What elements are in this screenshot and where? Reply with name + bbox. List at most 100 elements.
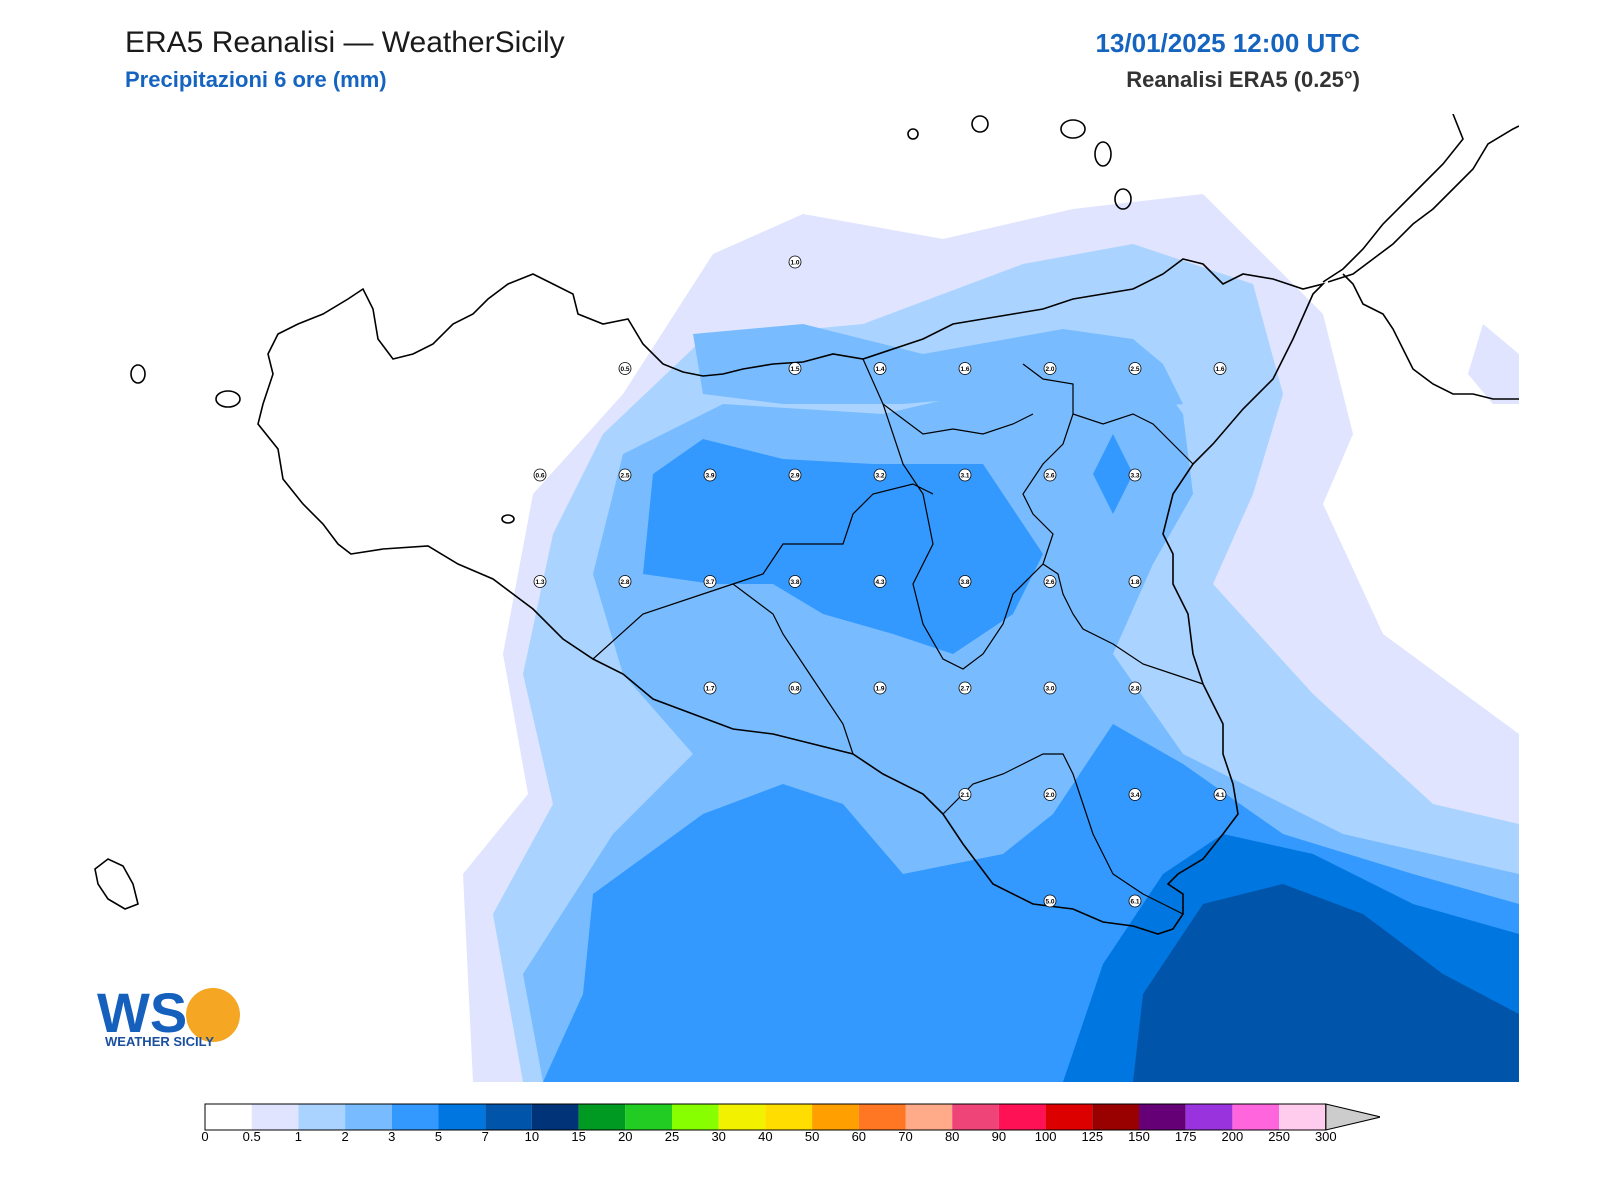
colorbar-swatch [858, 1104, 906, 1130]
grid-value-marker [1128, 362, 1142, 375]
grid-value-label: 2.1 [958, 788, 972, 801]
grid-value-marker [533, 575, 547, 588]
grid-value-marker [1128, 575, 1142, 588]
map-title: ERA5 Reanalisi — WeatherSicily [125, 26, 565, 59]
colorbar-tick-label: 5 [435, 1129, 442, 1142]
grid-value-label: 2.6 [1043, 468, 1057, 482]
grid-value-label: 3.2 [873, 468, 887, 482]
grid-value-marker [1128, 788, 1142, 801]
grid-value-label: 3.1 [958, 468, 972, 482]
border-5 [1042, 563, 1204, 685]
colorbar-swatch [952, 1104, 999, 1130]
grid-value-label: 1.6 [958, 362, 972, 375]
border-6 [882, 403, 1034, 435]
grid-value-label: 1.3 [533, 575, 547, 588]
colorbar-swatch [531, 1104, 579, 1130]
grid-value-label: 0.6 [533, 468, 547, 482]
grid-value-text: 2.7 [960, 686, 969, 693]
colorbar-tick-label: 3 [388, 1129, 395, 1142]
grid-value-marker [1043, 681, 1057, 695]
grid-value-text: 1.0 [790, 260, 799, 267]
grid-value-text: 1.3 [535, 579, 544, 586]
contour-3-northeast [1093, 434, 1133, 514]
colorbar-swatch [998, 1104, 1046, 1130]
island-stromboli [971, 115, 989, 133]
colorbar-swatch [672, 1104, 719, 1130]
contour-7 [1133, 884, 1519, 1082]
grid-value-label: 3.3 [1128, 468, 1142, 482]
grid-value-text: 5.0 [1045, 899, 1054, 906]
grid-value-label: 1.5 [788, 362, 802, 375]
logo-initials: WS [97, 981, 187, 1044]
colorbar-tick-label: 60 [852, 1129, 866, 1142]
colorbar-tick-label: 0 [201, 1129, 208, 1142]
colorbar-tick-label: 100 [1035, 1129, 1057, 1142]
grid-value-text: 0.6 [535, 473, 544, 480]
grid-value-label: 3.8 [958, 575, 972, 588]
colorbar-tick-label: 10 [525, 1129, 539, 1142]
grid-value-marker [788, 681, 802, 695]
grid-value-text: 2.0 [1045, 792, 1054, 799]
colorbar-tick-label: 40 [758, 1129, 772, 1142]
grid-value-marker [788, 362, 802, 375]
grid-value-text: 2.6 [1045, 473, 1054, 480]
grid-value-text: 3.3 [1130, 473, 1139, 480]
colorbar-swatch [1279, 1104, 1326, 1130]
colorbar-tick-label: 0.5 [243, 1129, 261, 1142]
grid-value-text: 2.6 [1045, 579, 1054, 586]
grid-value-marker [958, 362, 972, 375]
grid-value-marker [958, 468, 972, 482]
grid-value-marker [873, 681, 887, 695]
grid-value-marker [788, 468, 802, 482]
grid-value-label: 3.8 [788, 575, 802, 588]
colorbar-tick-label: 30 [711, 1129, 725, 1142]
grid-value-marker [1043, 468, 1057, 482]
contour-2-north [693, 324, 1183, 409]
grid-value-text: 2.0 [1045, 366, 1054, 373]
grid-value-text: 3.9 [705, 473, 714, 480]
colorbar-frame [204, 1103, 1327, 1131]
colorbar-swatch [438, 1104, 486, 1130]
colorbar-swatch [1045, 1104, 1093, 1130]
grid-value-label: 3.0 [1043, 681, 1057, 695]
grid-value-label: 2.5 [1128, 362, 1142, 375]
colorbar-tick-label: 90 [992, 1129, 1006, 1142]
precipitation-fields [463, 194, 1519, 1082]
grid-value-marker [1128, 894, 1142, 908]
border-1 [862, 358, 1074, 670]
grid-value-text: 2.5 [1130, 366, 1139, 373]
colorbar-tick-label: 300 [1315, 1129, 1337, 1142]
grid-value-marker [703, 681, 717, 695]
grid-value-label: 2.8 [618, 575, 632, 588]
island-vulcano [1114, 188, 1132, 210]
colorbar-tick-label: 20 [618, 1129, 632, 1142]
grid-value-label: 3.7 [703, 575, 717, 588]
colorbar-tick-label: 2 [341, 1129, 348, 1142]
grid-value-label: 4.3 [873, 575, 887, 588]
grid-value-marker [873, 362, 887, 375]
colorbar-tick-label: 250 [1268, 1129, 1290, 1142]
island-ustica [501, 514, 515, 524]
weather-sicily-logo: WS WEATHER SICILY [95, 980, 245, 1055]
colorbar-tick-label: 200 [1222, 1129, 1244, 1142]
grid-value-marker [873, 575, 887, 588]
grid-value-text: 3.8 [790, 579, 799, 586]
colorbar-swatch [1232, 1104, 1280, 1130]
grid-value-text: 3.2 [875, 473, 884, 480]
grid-value-marker [1128, 468, 1142, 482]
grid-value-text: 6.1 [1130, 899, 1139, 906]
grid-value-text: 0.5 [620, 366, 629, 373]
colorbar-tick-label: 70 [898, 1129, 912, 1142]
calabria-west [1322, 114, 1464, 283]
grid-value-marker [1043, 575, 1057, 588]
grid-value-text: 3.0 [1045, 686, 1054, 693]
grid-value-text: 1.7 [705, 686, 714, 693]
sun-icon [186, 988, 240, 1042]
grid-value-marker [958, 788, 972, 801]
island-salina [1060, 119, 1086, 139]
sicily-coast [257, 258, 1326, 935]
grid-value-text: 2.9 [790, 473, 799, 480]
grid-value-text: 4.1 [1215, 792, 1224, 799]
precipitation-map: 1.0 0.5 1.5 1.4 1.6 2.0 2.5 1.6 0.6 2.5 3.9 2.9 3.2 3… [94, 114, 1519, 1082]
colorbar-swatch [298, 1104, 346, 1130]
